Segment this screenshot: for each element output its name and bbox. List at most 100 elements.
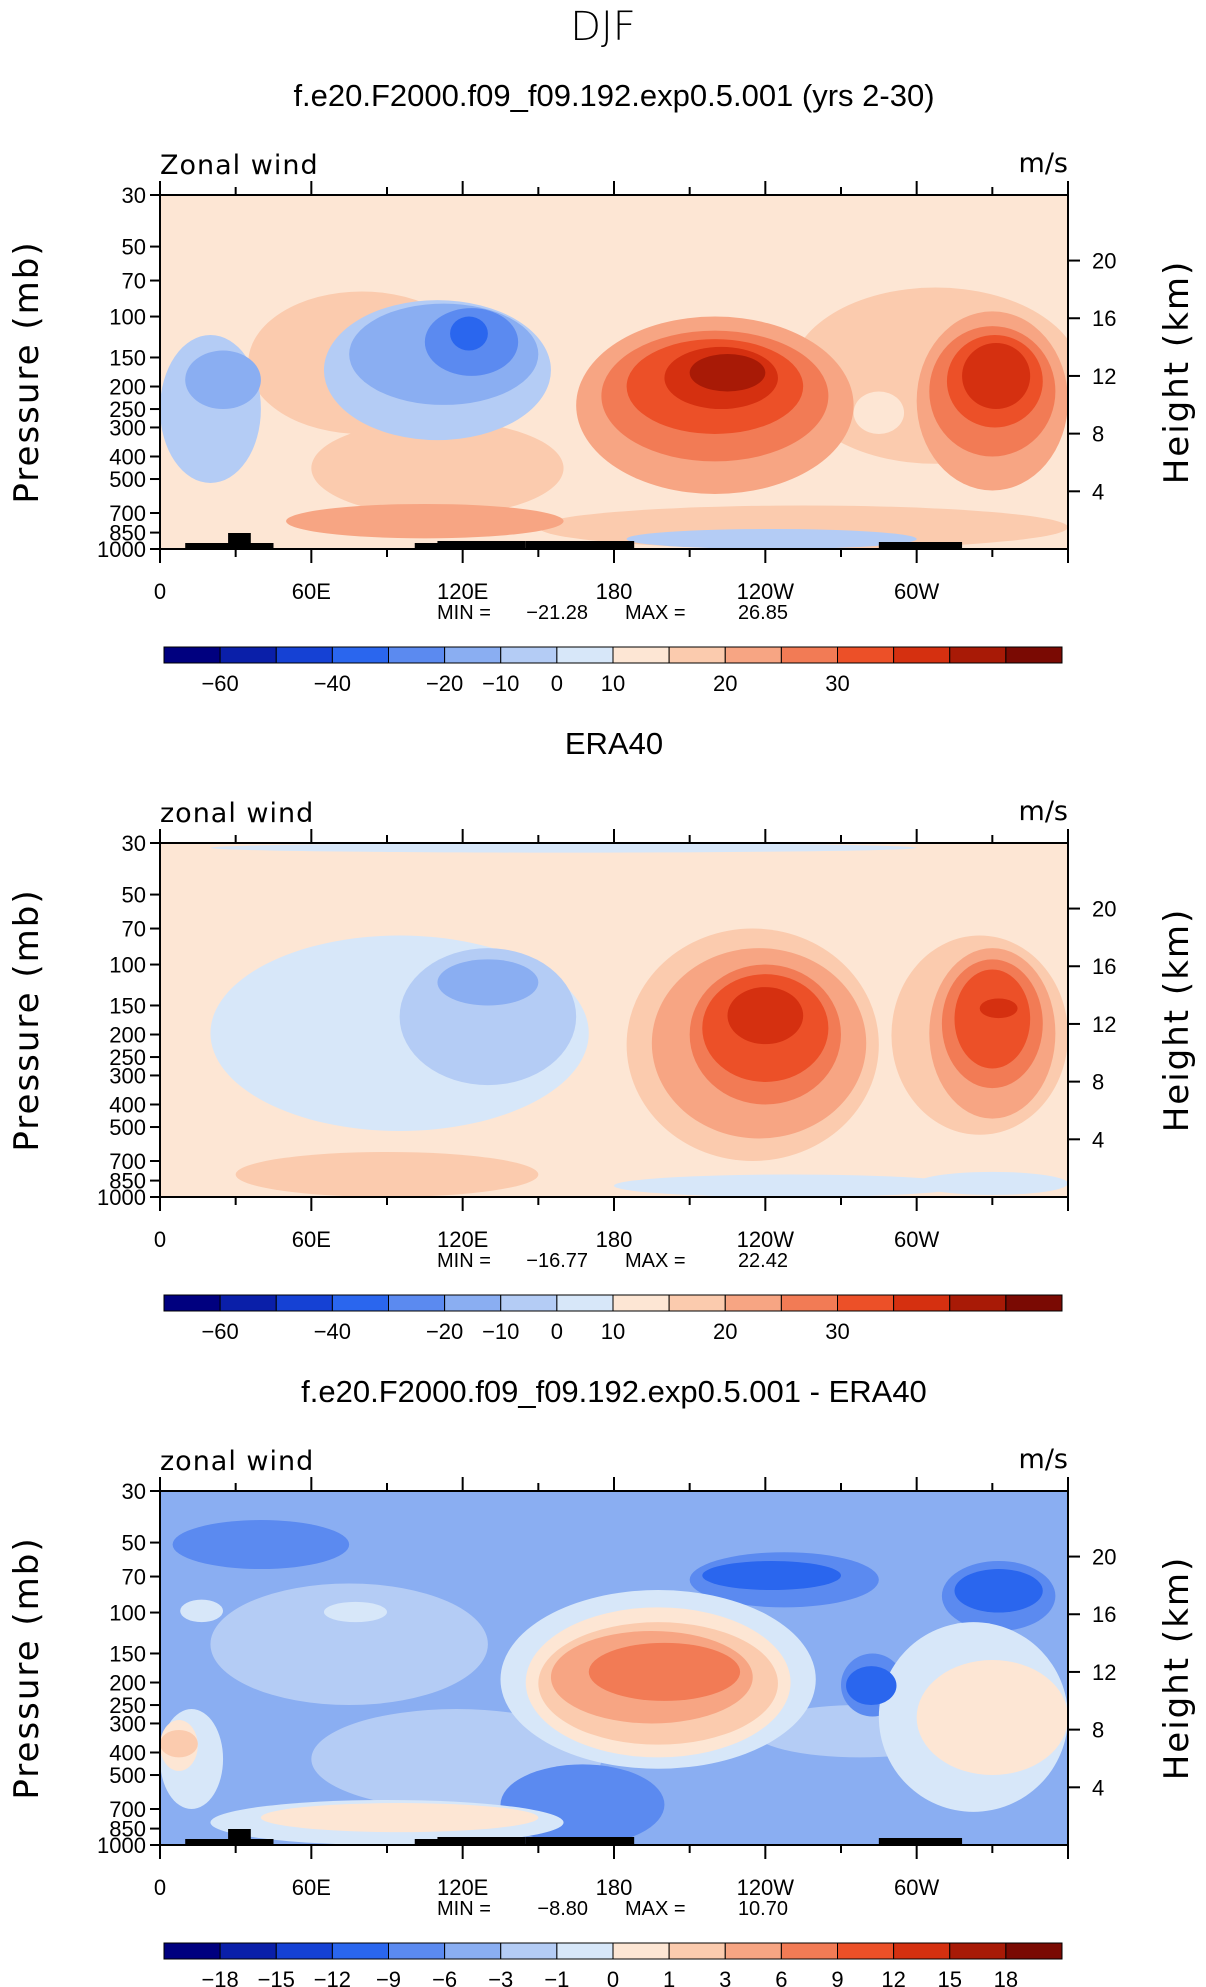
colorbar-box xyxy=(500,1942,558,1960)
colorbar-label: 0 xyxy=(551,1319,563,1344)
contour-field xyxy=(160,195,1068,549)
colorbar-label: 0 xyxy=(551,671,563,696)
colorbar-box xyxy=(163,1942,221,1960)
y-tick-label: 50 xyxy=(122,883,146,908)
y-tick-label: 50 xyxy=(122,235,146,260)
min-label: MIN = xyxy=(437,602,491,624)
topography-mask xyxy=(437,1837,526,1845)
contour-band xyxy=(916,1171,1068,1195)
y-tick-label: 70 xyxy=(122,917,146,942)
colorbar-box xyxy=(724,1294,782,1312)
contour-band xyxy=(588,1642,741,1701)
contour-band xyxy=(437,959,539,1006)
colorbar-box xyxy=(949,1942,1007,1960)
colorbar-box xyxy=(388,646,446,664)
height-tick-label: 4 xyxy=(1092,1775,1104,1800)
colorbar-box xyxy=(556,646,614,664)
x-tick-label: 120E xyxy=(437,1227,488,1252)
contour-band xyxy=(172,1520,350,1570)
y-axis-label-right: Height (km) xyxy=(1157,1556,1197,1781)
y-tick-label: 50 xyxy=(122,1531,146,1556)
y-axis-label: Pressure (mb) xyxy=(7,1536,47,1799)
max-value: 22.42 xyxy=(738,1250,788,1272)
y-axis-label: Pressure (mb) xyxy=(7,888,47,1151)
y-tick-label: 250 xyxy=(109,1045,146,1070)
colorbar-box xyxy=(949,1294,1007,1312)
x-tick-label: 0 xyxy=(154,1875,166,1900)
y-tick-label: 1000 xyxy=(97,1185,146,1210)
colorbar-box xyxy=(893,1294,951,1312)
height-tick-label: 16 xyxy=(1092,1602,1116,1627)
y-tick-label: 1000 xyxy=(97,537,146,562)
contour-band xyxy=(210,843,917,853)
y-tick-label: 850 xyxy=(109,1169,146,1194)
colorbar-box xyxy=(837,646,895,664)
x-tick-label: 120W xyxy=(737,1875,795,1900)
x-tick-label: 180 xyxy=(596,1875,633,1900)
x-tick-label: 60W xyxy=(894,579,939,604)
y-tick-label: 700 xyxy=(109,1149,146,1174)
y-tick-label: 400 xyxy=(109,1740,146,1765)
colorbar-box xyxy=(668,646,726,664)
colorbar-box xyxy=(219,646,277,664)
colorbar-box xyxy=(668,1294,726,1312)
y-axis-label: Pressure (mb) xyxy=(7,240,47,503)
colorbar-box xyxy=(724,646,782,664)
colorbar-label: −10 xyxy=(482,671,519,696)
x-tick-label: 0 xyxy=(154,579,166,604)
y-tick-label: 500 xyxy=(109,1115,146,1140)
max-label: MAX = xyxy=(625,1898,686,1920)
colorbar-label: −9 xyxy=(376,1967,401,1987)
height-tick-label: 8 xyxy=(1092,1718,1104,1743)
min-value: −8.80 xyxy=(537,1898,588,1920)
contour-band xyxy=(260,1803,539,1833)
topography-mask xyxy=(414,543,440,549)
colorbar-label: 30 xyxy=(825,1319,849,1344)
y-tick-label: 30 xyxy=(122,1479,146,1504)
colorbar-label: −3 xyxy=(488,1967,513,1987)
contour-band xyxy=(210,1583,488,1706)
colorbar-label: −12 xyxy=(314,1967,351,1987)
y-tick-label: 850 xyxy=(109,521,146,546)
y-tick-label: 500 xyxy=(109,1763,146,1788)
contour-band xyxy=(180,1599,224,1623)
topography-mask xyxy=(525,1837,635,1845)
panel-title: ERA40 xyxy=(565,726,663,761)
colorbar-label: 0 xyxy=(607,1967,619,1987)
colorbar-box xyxy=(444,1942,502,1960)
colorbar-box xyxy=(837,1294,895,1312)
x-tick-label: 120W xyxy=(737,1227,795,1252)
height-tick-label: 12 xyxy=(1092,1660,1116,1685)
colorbar-box xyxy=(612,646,670,664)
contour-band xyxy=(916,1659,1068,1776)
colorbar-label: 30 xyxy=(825,671,849,696)
colorbar-label: 18 xyxy=(994,1967,1018,1987)
colorbar-label: −15 xyxy=(258,1967,295,1987)
x-tick-label: 60E xyxy=(292,1875,331,1900)
colorbar-box xyxy=(612,1294,670,1312)
variable-label: Zonal wind xyxy=(160,150,319,181)
y-tick-label: 30 xyxy=(122,831,146,856)
colorbar-box xyxy=(1005,1942,1063,1960)
topography-mask xyxy=(878,542,963,549)
x-tick-label: 180 xyxy=(596,579,633,604)
colorbar-box xyxy=(331,646,389,664)
topography-mask xyxy=(437,541,526,549)
y-tick-label: 70 xyxy=(122,269,146,294)
y-tick-label: 200 xyxy=(109,375,146,400)
topography-mask xyxy=(525,541,635,549)
contour-band xyxy=(853,391,905,434)
contour-band xyxy=(614,1174,968,1197)
y-tick-label: 200 xyxy=(109,1671,146,1696)
units-label: m/s xyxy=(1019,796,1068,827)
height-tick-label: 20 xyxy=(1092,1545,1116,1570)
contour-band xyxy=(727,987,804,1045)
min-label: MIN = xyxy=(437,1250,491,1272)
colorbar-label: −1 xyxy=(544,1967,569,1987)
colorbar-label: −6 xyxy=(432,1967,457,1987)
y-tick-label: 300 xyxy=(109,415,146,440)
x-tick-label: 120E xyxy=(437,579,488,604)
colorbar-box xyxy=(388,1942,446,1960)
colorbar-box xyxy=(163,1294,221,1312)
height-tick-label: 20 xyxy=(1092,249,1116,274)
